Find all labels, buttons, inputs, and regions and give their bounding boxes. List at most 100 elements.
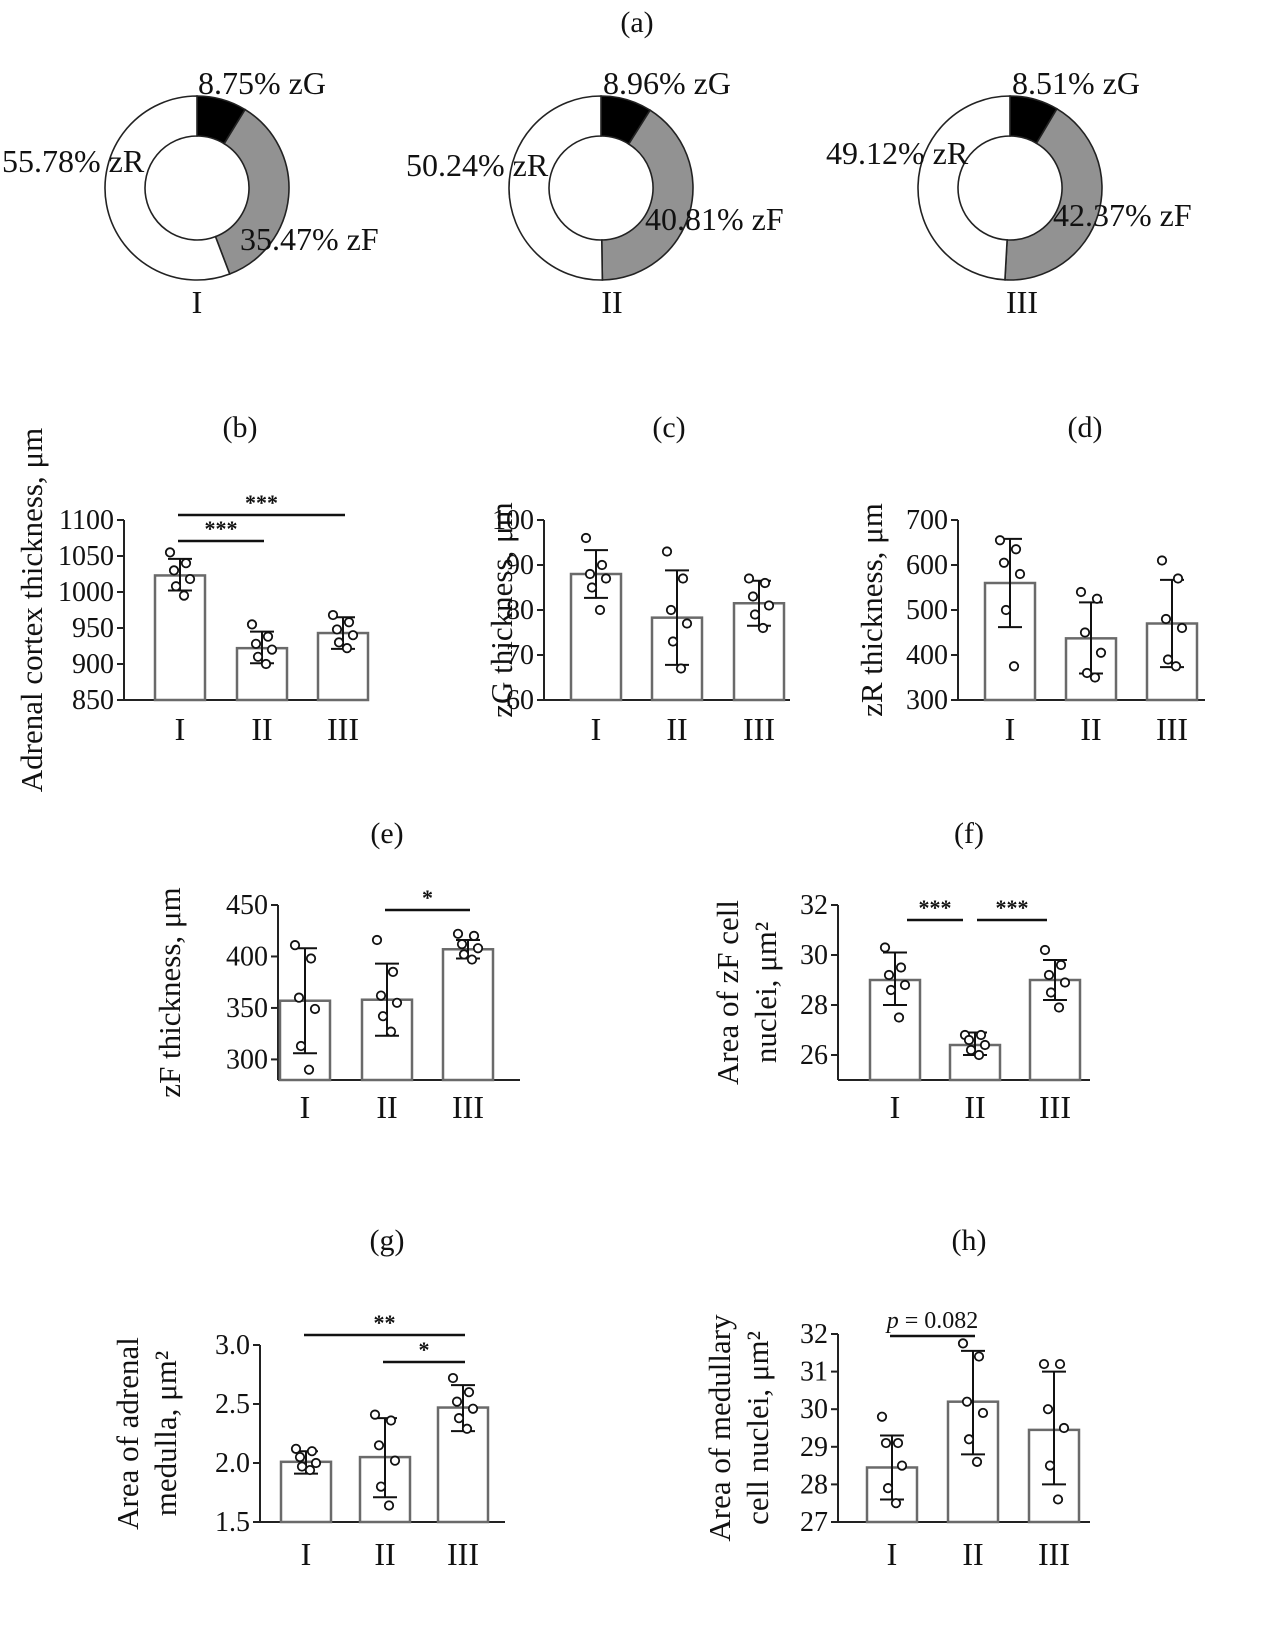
y-tick-label: 3.0	[215, 1330, 250, 1361]
data-point	[447, 1372, 459, 1384]
data-point	[600, 573, 612, 584]
data-point	[961, 1396, 973, 1407]
data-point	[383, 1500, 395, 1511]
y-tick-label: 400	[906, 640, 948, 671]
data-point	[289, 940, 301, 951]
data-point	[304, 1464, 316, 1476]
data-point	[1053, 1002, 1065, 1013]
bar	[441, 948, 495, 1082]
data-point	[466, 954, 478, 965]
bar-chart-h: (h) 27 28 29 30 31 32 Area of medullary cell nuc…	[702, 1224, 1090, 1572]
data-point	[665, 604, 677, 616]
data-point	[246, 619, 258, 630]
data-point	[596, 559, 608, 571]
data-point	[331, 624, 343, 635]
data-point	[893, 1012, 905, 1023]
y-axis-title: nuclei, μm²	[748, 922, 783, 1063]
panel-label: (e)	[370, 817, 403, 850]
data-point	[1095, 647, 1107, 658]
y-axis-title: Adrenal cortex thickness, μm	[14, 428, 49, 792]
x-category-label: III	[447, 1536, 479, 1572]
data-point	[743, 573, 755, 584]
data-point	[1089, 672, 1101, 683]
significance-label: ***	[919, 895, 952, 920]
donut-slice	[1004, 107, 1103, 281]
x-category-label: II	[251, 711, 272, 747]
donut-slice-label: 40.81% zF	[645, 201, 784, 237]
data-point	[1059, 977, 1071, 988]
y-tick-label: 1100	[59, 505, 114, 536]
significance-label: **	[374, 1310, 396, 1335]
data-point	[369, 1409, 381, 1420]
x-category-label: II	[666, 711, 687, 747]
y-tick-label: 26	[800, 1040, 828, 1071]
panel-label: (c)	[652, 411, 685, 444]
significance-label: p = 0.082	[885, 1308, 979, 1334]
y-tick-label: 28	[800, 1469, 828, 1500]
panel-label: (b)	[223, 411, 258, 444]
data-point	[1160, 613, 1172, 625]
bar-chart-g: (g) 1.5 2.0 2.5 3.0 Area of adrenal medulla, μ…	[110, 1224, 505, 1572]
data-point	[973, 1351, 985, 1362]
x-category-label: I	[175, 711, 186, 747]
y-tick-label: 29	[800, 1432, 828, 1463]
y-axis-title: Area of zF cell	[710, 900, 745, 1085]
data-point	[347, 630, 359, 641]
data-point	[295, 1040, 307, 1052]
data-point	[389, 1455, 401, 1466]
data-point	[178, 590, 190, 601]
data-point	[882, 1483, 894, 1494]
data-point	[184, 573, 196, 585]
y-tick-label: 400	[226, 941, 268, 972]
data-point	[373, 1440, 385, 1451]
data-point	[895, 962, 907, 973]
data-point	[296, 1461, 308, 1472]
data-point	[306, 1446, 318, 1457]
data-point	[262, 631, 274, 642]
data-point	[1044, 1460, 1056, 1471]
bar-chart-b: (b) 850 900 950 1000 1050 1100 Adrenal cortex t…	[14, 411, 370, 792]
panel-label: (g)	[370, 1224, 405, 1257]
data-point	[963, 1034, 975, 1046]
y-tick-label: 1050	[58, 541, 114, 572]
panel-label: (f)	[954, 817, 984, 850]
y-tick-label: 90	[506, 550, 534, 581]
data-point	[1052, 1494, 1064, 1505]
x-category-label: I	[301, 1536, 312, 1572]
data-point	[1010, 544, 1022, 555]
data-point	[1039, 944, 1051, 956]
data-point	[170, 581, 182, 592]
bar	[235, 646, 289, 702]
y-tick-label: 32	[800, 890, 828, 921]
data-point	[586, 582, 598, 593]
data-point	[994, 535, 1006, 546]
bar	[732, 602, 786, 702]
x-category-label: III	[1156, 711, 1188, 747]
donut-slice-label: 35.47% zF	[240, 221, 379, 257]
data-point	[371, 934, 383, 946]
data-point	[594, 604, 606, 616]
donut-slice	[104, 95, 231, 281]
data-point	[1079, 627, 1091, 638]
data-point	[333, 637, 345, 648]
y-tick-label: 900	[72, 649, 114, 680]
data-point	[1058, 1422, 1070, 1434]
data-point	[879, 942, 891, 953]
data-point	[876, 1411, 888, 1422]
data-point	[375, 990, 387, 1001]
data-point	[1170, 661, 1182, 672]
y-tick-label: 27	[800, 1507, 828, 1538]
x-category-label: II	[376, 1089, 397, 1125]
data-point	[341, 643, 353, 654]
significance-label: *	[419, 1337, 430, 1362]
data-point	[452, 928, 464, 939]
data-point	[880, 1437, 892, 1449]
x-category-label: III	[743, 711, 775, 747]
y-tick-label: 300	[226, 1044, 268, 1075]
donut-chart-1: 8.75% zG 35.47% zF 55.78% zR I	[2, 65, 379, 320]
data-point	[899, 979, 911, 991]
data-point	[1055, 959, 1067, 971]
data-point	[675, 663, 687, 674]
donut-slice	[917, 95, 1011, 281]
data-point	[677, 573, 689, 584]
